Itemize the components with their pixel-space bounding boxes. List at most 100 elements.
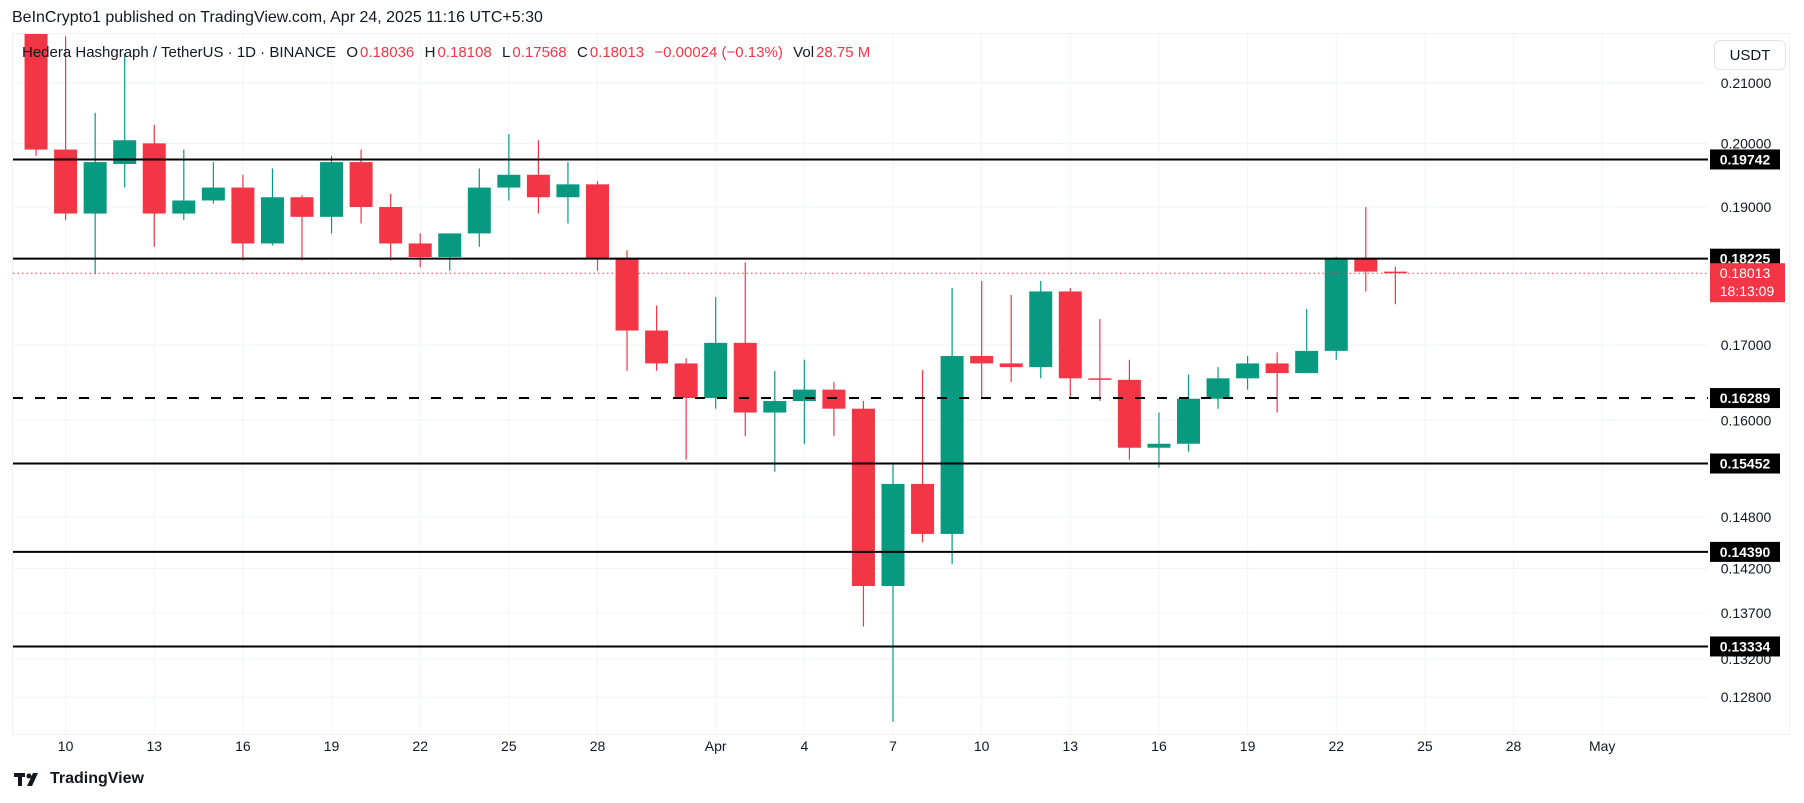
x-tick-label: 13 [1063, 738, 1079, 754]
candle-body [201, 187, 225, 201]
x-tick-label: 25 [501, 738, 517, 754]
level-price-label: 0.14390 [1720, 544, 1771, 560]
candle-body [408, 243, 432, 257]
candle-body [438, 233, 462, 257]
y-tick-label: 0.14800 [1721, 509, 1772, 525]
y-tick-label: 0.13700 [1721, 605, 1772, 621]
candle-body [822, 389, 846, 409]
x-tick-label: 19 [1240, 738, 1256, 754]
currency-button[interactable]: USDT [1714, 40, 1786, 70]
candle-body [556, 184, 580, 198]
candle-body [881, 483, 905, 586]
high-label: H [424, 44, 436, 61]
candle-body [940, 356, 964, 534]
level-price-tag [1710, 388, 1780, 409]
close-label: C [576, 44, 588, 61]
candle-body [615, 258, 639, 331]
high-value: 0.18108 [437, 44, 492, 61]
y-tick-label: 0.16000 [1721, 412, 1772, 428]
candle-body [851, 408, 875, 586]
candle-body [172, 200, 196, 214]
x-tick-label: 28 [1506, 738, 1522, 754]
candle-body [231, 187, 255, 244]
x-tick-label: May [1589, 738, 1615, 754]
x-tick-label: 19 [324, 738, 340, 754]
candle-body [1177, 398, 1200, 444]
low-label: L [502, 44, 511, 61]
candle-body [526, 174, 550, 198]
candle-body [379, 207, 403, 244]
candle-body [1354, 258, 1378, 272]
y-tick-label: 0.21000 [1721, 75, 1772, 91]
candle-body [763, 401, 787, 413]
publisher-caption: BeInCrypto1 published on TradingView.com… [12, 9, 543, 26]
x-tick-label: Apr [705, 738, 727, 754]
candle-body [497, 174, 521, 188]
level-price-tag [1710, 541, 1780, 562]
candle-body [1088, 378, 1112, 380]
tradingview-logo[interactable]: TradingView [14, 770, 144, 788]
x-tick-label: 4 [800, 738, 808, 754]
level-price-label: 0.15452 [1720, 456, 1771, 472]
candle-body [1265, 363, 1289, 374]
candle-body [467, 187, 491, 234]
x-tick-label: 16 [235, 738, 251, 754]
candle-body [1029, 291, 1053, 368]
candles [24, 34, 1407, 722]
change-value: −0.00024 (−0.13%) [654, 44, 783, 61]
candle-body [260, 197, 284, 244]
x-tick-label: 13 [146, 738, 162, 754]
close-value: 0.18013 [589, 44, 645, 61]
candle-body [586, 184, 609, 259]
candle-body [24, 34, 48, 150]
bar-countdown-label: 18:13:09 [1720, 283, 1775, 299]
candle-body [911, 483, 935, 534]
candle-body [1383, 271, 1407, 274]
low-value: 0.17568 [512, 44, 567, 61]
y-tick-label: 0.12800 [1721, 689, 1772, 705]
level-price-label: 0.16289 [1720, 390, 1771, 406]
candle-body [142, 143, 166, 214]
y-tick-label: 0.20000 [1721, 135, 1772, 151]
symbol-title[interactable]: Hedera Hashgraph / TetherUS · 1D · BINAN… [22, 44, 337, 61]
candle-body [733, 342, 757, 413]
candle-body [645, 330, 669, 364]
candle-body [1295, 350, 1319, 374]
candle-body [349, 162, 373, 208]
x-tick-label: 25 [1417, 738, 1433, 754]
x-tick-label: 16 [1151, 738, 1167, 754]
candle-body [1058, 291, 1082, 379]
candle-body [970, 356, 994, 364]
volume-label: Vol [793, 44, 815, 61]
candle-body [290, 197, 314, 217]
candle-body [83, 162, 107, 214]
level-price-tag [1710, 149, 1780, 170]
open-label: O [346, 44, 359, 61]
candle-body [1147, 443, 1171, 448]
candle-body [1324, 258, 1348, 351]
candle-body [54, 149, 78, 214]
candle-body [113, 140, 137, 164]
candle-body [674, 363, 698, 398]
open-value: 0.18036 [360, 44, 415, 61]
candle-body [999, 363, 1023, 368]
y-tick-label: 0.17000 [1721, 337, 1772, 353]
x-tick-label: 10 [58, 738, 74, 754]
level-price-label: 0.13334 [1720, 638, 1771, 654]
candle-body [1206, 378, 1230, 399]
candle-body [704, 342, 728, 398]
level-price-tag [1710, 636, 1780, 657]
y-tick-label: 0.14200 [1721, 560, 1772, 576]
last-price-tag [1710, 263, 1785, 303]
brand-name: TradingView [50, 770, 144, 787]
candle-body [1117, 379, 1141, 448]
y-tick-label: 0.19000 [1721, 199, 1772, 215]
candle-body [792, 389, 816, 402]
x-tick-label: 7 [889, 738, 897, 754]
level-price-label: 0.19742 [1720, 151, 1771, 167]
symbol-legend: Hedera Hashgraph / TetherUS · 1D · BINAN… [22, 44, 872, 61]
x-tick-label: 22 [1328, 738, 1344, 754]
level-price-tag [1710, 453, 1780, 474]
x-tick-label: 10 [974, 738, 990, 754]
